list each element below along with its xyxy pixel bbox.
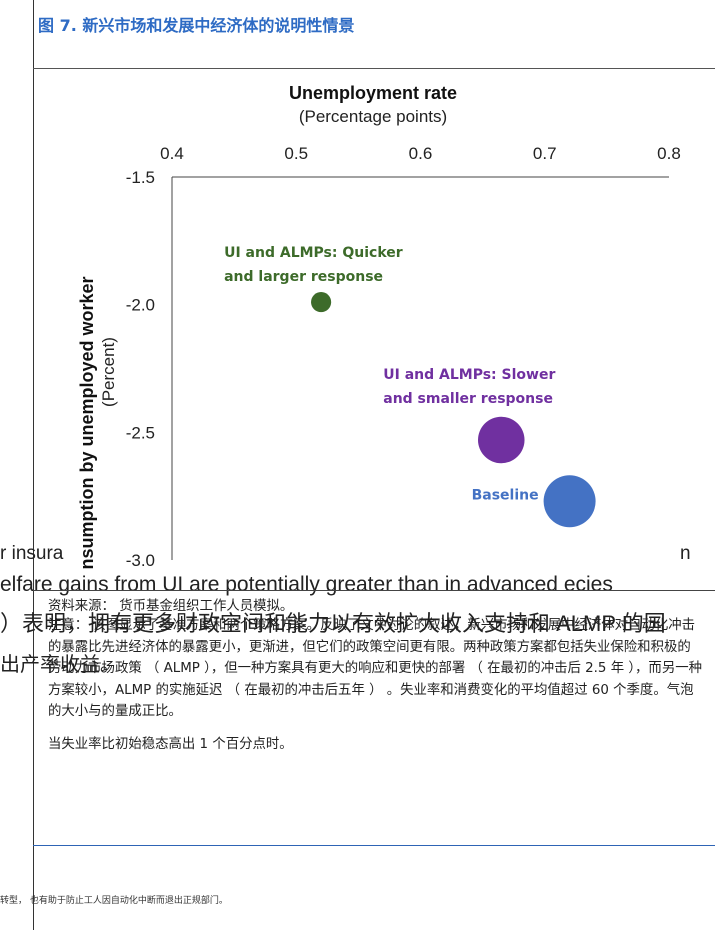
title-divider — [33, 68, 715, 69]
x-tick-label: 0.6 — [409, 144, 433, 163]
bubble-point — [478, 416, 525, 464]
bubble-label: UI and ALMPs: Slower — [383, 367, 555, 383]
figure-bottom-rule — [33, 845, 715, 846]
y-tick-labels: -1.5 -2.0 -2.5 -3.0 — [126, 168, 155, 570]
data-points: UI and ALMPs: Quicker and larger response… — [224, 245, 596, 528]
bubble-label: Baseline — [472, 487, 539, 503]
chart-bottom-rule — [33, 590, 715, 591]
x-tick-labels: 0.4 0.5 0.6 0.7 0.8 — [160, 144, 681, 163]
bubble-label: UI and ALMPs: Quicker — [224, 245, 403, 261]
x-tick-label: 0.7 — [533, 144, 557, 163]
page-footnote: 转型， 也有助于防止工人因自动化中断而退出正规部门。 — [0, 896, 228, 906]
y-tick-label: -3.0 — [126, 551, 155, 570]
bubble-label: and larger response — [224, 269, 383, 285]
bubble-point — [311, 292, 332, 313]
y-tick-label: -2.0 — [126, 296, 155, 315]
bubble-chart: Unemployment rate (Percentage points) 0.… — [77, 83, 681, 570]
y-axis-label: Consumption by unemployed worker — [77, 276, 97, 570]
bleed-text-line-2: elfare gains from UI are potentially gre… — [0, 573, 613, 596]
figure-title: 图 7. 新兴市场和发展中经济体的说明性情景 — [38, 16, 355, 35]
frame-left-rule — [33, 0, 34, 930]
chart-title: Unemployment rate — [289, 83, 457, 103]
source-note: 资料来源： 货币基金组织工作人员模拟。 — [48, 599, 294, 614]
chart-note-body: 注意： 该图显示了基准方案和两个策略方案。反映了文中讨论的叙述，新兴市场和发展中… — [48, 618, 702, 719]
x-tick-label: 0.5 — [284, 144, 308, 163]
y-axis-sublabel: (Percent) — [99, 337, 118, 407]
x-tick-label: 0.4 — [160, 144, 184, 163]
bubble-point — [543, 475, 596, 528]
chart-note-footer: 当失业率比初始稳态高出 1 个百分点时。 — [48, 737, 293, 752]
chart-subtitle: (Percentage points) — [299, 107, 447, 126]
x-tick-label: 0.8 — [657, 144, 681, 163]
bubble-label: and smaller response — [383, 391, 553, 407]
y-tick-label: -2.5 — [126, 423, 155, 442]
y-tick-label: -1.5 — [126, 168, 155, 187]
bleed-text-line-1b: n — [680, 543, 691, 564]
bleed-text-line-3: ）表明，拥有更多财政空间和能力以有效扩大收入支持和 ALMP 的国 — [0, 611, 666, 636]
bleed-text-line-1: r insura — [0, 543, 64, 564]
bleed-text-line-4: 出产率收益。 — [0, 654, 120, 676]
